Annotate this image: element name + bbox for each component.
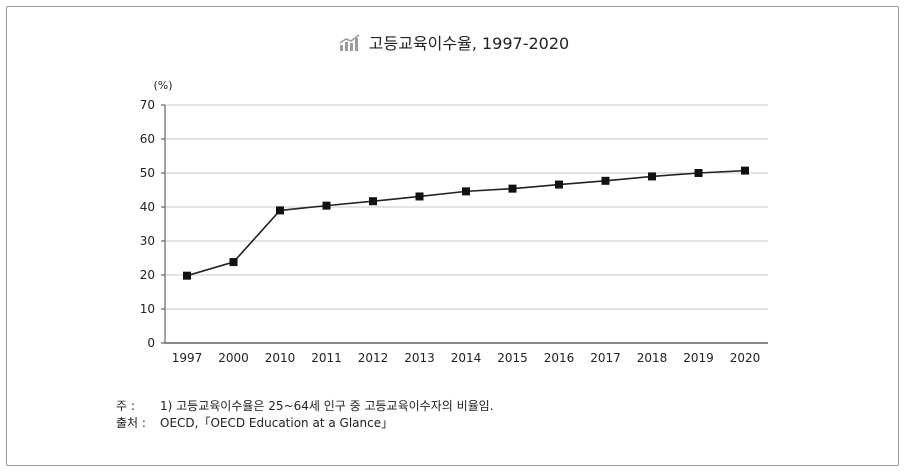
x-tick-label: 2016 bbox=[544, 351, 575, 365]
y-tick-label: 10 bbox=[140, 302, 155, 316]
x-tick-label: 2000 bbox=[218, 351, 249, 365]
y-tick-label: 70 bbox=[140, 98, 155, 112]
data-point-marker bbox=[322, 201, 331, 210]
data-point-marker bbox=[183, 271, 191, 280]
y-tick-label: 30 bbox=[140, 234, 155, 248]
chart-title: 고등교육이수율, 1997-2020 bbox=[368, 34, 570, 53]
source-row: 출처 : OECD,「OECD Education at a Glance」 bbox=[116, 415, 494, 432]
data-point-marker bbox=[462, 187, 470, 196]
bar-chart-icon bbox=[339, 34, 361, 56]
x-tick-label: 2015 bbox=[497, 351, 528, 365]
data-series bbox=[183, 166, 749, 280]
y-tick-labels: 0 10 20 30 40 50 60 70 bbox=[140, 98, 165, 350]
source-text: OECD,「OECD Education at a Glance」 bbox=[160, 416, 394, 430]
x-tick-label: 2012 bbox=[358, 351, 389, 365]
series-line bbox=[186, 169, 746, 277]
data-point-marker bbox=[601, 176, 610, 185]
y-tick-label: 0 bbox=[147, 336, 155, 350]
x-tick-label: 2019 bbox=[683, 351, 714, 365]
note-text: 1) 고등교육이수율은 25~64세 인구 중 고등교육이수자의 비율임. bbox=[160, 399, 494, 413]
x-tick-label: 2020 bbox=[730, 351, 761, 365]
chart-frame bbox=[6, 6, 899, 466]
data-point-marker bbox=[229, 258, 238, 267]
chart-title-row: 고등교육이수율, 1997-2020 bbox=[0, 30, 908, 56]
data-point-marker bbox=[276, 206, 284, 215]
y-tick-label: 50 bbox=[140, 166, 155, 180]
x-tick-label: 2017 bbox=[590, 351, 621, 365]
x-tick-labels: 1997 2000 2010 2011 2012 2013 2014 2015 2016 2017… bbox=[172, 351, 761, 365]
chart-notes: 주 : 1) 고등교육이수율은 25~64세 인구 중 고등교육이수자의 비율임.… bbox=[116, 398, 494, 432]
x-tick-label: 2010 bbox=[265, 351, 296, 365]
note-row: 주 : 1) 고등교육이수율은 25~64세 인구 중 고등교육이수자의 비율임. bbox=[116, 398, 494, 415]
y-tick-label: 40 bbox=[140, 200, 155, 214]
y-axis-label: (%) bbox=[153, 79, 172, 92]
y-tick-label: 20 bbox=[140, 268, 155, 282]
data-point-marker bbox=[648, 172, 656, 181]
x-tick-label: 2018 bbox=[637, 351, 668, 365]
data-point-marker bbox=[555, 180, 563, 189]
x-tick-label: 2013 bbox=[404, 351, 435, 365]
data-point-marker bbox=[741, 166, 749, 175]
x-tick-label: 1997 bbox=[172, 351, 203, 365]
x-tick-label: 2011 bbox=[311, 351, 342, 365]
note-label: 주 : bbox=[116, 399, 135, 413]
data-point-marker bbox=[508, 184, 517, 193]
data-point-marker bbox=[694, 169, 703, 177]
data-point-marker bbox=[415, 192, 424, 201]
data-point-marker bbox=[369, 197, 377, 206]
source-label: 출처 : bbox=[116, 416, 146, 430]
gridlines bbox=[165, 104, 768, 310]
y-tick-label: 60 bbox=[140, 132, 155, 146]
x-tick-label: 2014 bbox=[451, 351, 482, 365]
